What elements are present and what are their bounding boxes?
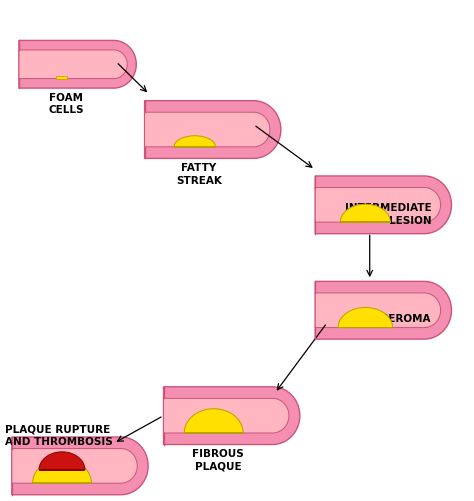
Polygon shape (315, 293, 440, 328)
Polygon shape (315, 176, 451, 234)
Text: PLAQUE RUPTURE
AND THROMBOSIS: PLAQUE RUPTURE AND THROMBOSIS (5, 423, 112, 446)
Text: FIBROUS
PLAQUE: FIBROUS PLAQUE (192, 448, 244, 471)
Polygon shape (315, 188, 440, 222)
Text: ATHEROMA: ATHEROMA (366, 313, 431, 323)
Text: INTERMEDIATE
LESION: INTERMEDIATE LESION (345, 203, 431, 225)
Polygon shape (145, 101, 281, 159)
Polygon shape (340, 205, 391, 222)
Polygon shape (39, 452, 85, 470)
Text: FOAM
CELLS: FOAM CELLS (49, 93, 84, 115)
Polygon shape (56, 77, 67, 79)
Polygon shape (19, 42, 136, 89)
Polygon shape (33, 459, 91, 483)
Polygon shape (164, 387, 300, 445)
Polygon shape (174, 136, 215, 147)
Polygon shape (338, 308, 392, 328)
Polygon shape (19, 51, 127, 79)
Polygon shape (315, 282, 451, 340)
Polygon shape (164, 399, 289, 433)
Polygon shape (145, 113, 270, 147)
Polygon shape (184, 409, 243, 433)
Text: FATTY
STREAK: FATTY STREAK (176, 163, 222, 185)
Polygon shape (12, 449, 137, 483)
Polygon shape (12, 437, 148, 495)
